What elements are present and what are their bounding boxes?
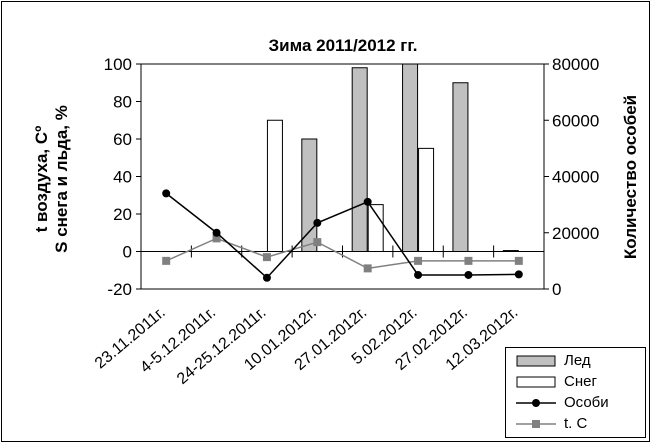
point-individuals: [212, 228, 221, 237]
legend-item-ice: Лед: [512, 351, 642, 371]
bar-ice: [502, 250, 519, 252]
plot-area: -2002040608010002000040000600008000023.1…: [92, 55, 599, 388]
point-individuals: [262, 273, 271, 282]
y-left-tick-label: 60: [113, 130, 132, 149]
bar-ice: [301, 138, 318, 252]
point-temperature: [212, 234, 221, 243]
y-right-tick-label: 60000: [552, 111, 599, 130]
point-temperature: [464, 256, 473, 265]
point-individuals: [162, 189, 171, 198]
x-tick-label: 24-25.12.2011г.: [174, 304, 269, 388]
legend-label-snow: Снег: [564, 373, 597, 390]
y-axis-left-title-area: S снега и льда, %: [52, 105, 71, 253]
point-individuals: [414, 270, 423, 279]
legend-label-individuals: Особи: [564, 394, 609, 411]
point-temperature: [162, 256, 171, 265]
legend-label-temperature: t. C: [564, 415, 588, 432]
bar-ice: [452, 82, 469, 252]
y-left-tick-label: 0: [123, 243, 132, 262]
bar-ice: [402, 63, 419, 252]
bar-ice: [351, 67, 368, 252]
bar-snow: [418, 147, 435, 252]
y-left-tick-label: 40: [113, 168, 132, 187]
legend-item-individuals: Особи: [512, 393, 642, 413]
legend-swatch-snow: [516, 376, 556, 388]
y-right-tick-label: 20000: [552, 224, 599, 243]
y-right-tick-label: 0: [552, 280, 561, 299]
point-individuals: [313, 218, 322, 227]
point-temperature: [514, 256, 523, 265]
point-individuals: [514, 270, 523, 279]
y-left-tick-label: 100: [104, 55, 132, 74]
legend: Лед Снег Особи t. C: [505, 347, 646, 438]
line-temperature: [165, 237, 519, 270]
bar-snow: [367, 204, 384, 252]
legend-line-temperature: [516, 420, 556, 428]
legend-label-ice: Лед: [564, 352, 591, 369]
point-temperature: [363, 264, 372, 273]
point-individuals: [363, 197, 372, 206]
legend-line-individuals: [516, 399, 556, 407]
y-axis-right-title: Количество особей: [621, 95, 640, 259]
point-temperature: [313, 238, 322, 247]
line-individuals: [165, 192, 519, 279]
legend-item-snow: Снег: [512, 372, 642, 392]
y-left-tick-label: -20: [107, 280, 132, 299]
legend-swatch-ice: [516, 355, 556, 367]
y-right-tick-label: 80000: [552, 55, 599, 74]
point-temperature: [414, 256, 423, 265]
point-individuals: [464, 270, 473, 279]
legend-item-temperature: t. C: [512, 414, 642, 434]
y-left-tick-label: 80: [113, 93, 132, 112]
y-axis-left-title-temperature: t воздуха, Сº: [32, 126, 51, 233]
chart-title: Зима 2011/2012 гг.: [269, 36, 418, 55]
y-left-tick-label: 20: [113, 205, 132, 224]
y-right-tick-label: 40000: [552, 168, 599, 187]
bar-snow: [266, 119, 283, 252]
point-temperature: [262, 253, 271, 262]
